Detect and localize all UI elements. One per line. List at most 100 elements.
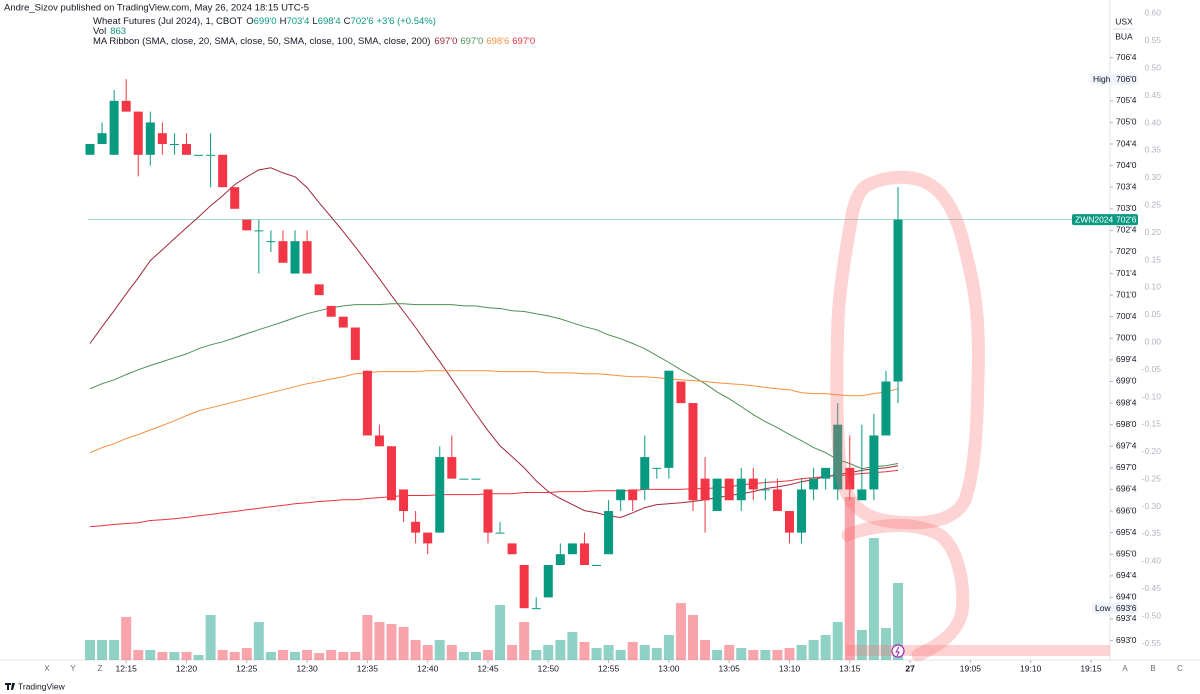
volume-bar xyxy=(893,582,904,660)
volume-bar xyxy=(712,650,723,660)
candle-body xyxy=(435,457,445,533)
y-tick-label: 693'4 xyxy=(1116,613,1137,623)
volume-bar xyxy=(495,605,506,660)
annotation-loop xyxy=(841,519,970,662)
candle-body xyxy=(833,424,843,490)
candle-body xyxy=(700,478,710,501)
y2-tick-label: 0.10 xyxy=(1144,282,1161,292)
volume-legend: Vol 863 xyxy=(93,26,126,37)
volume-bar xyxy=(507,645,518,660)
ma-value: 697'0 xyxy=(512,36,535,47)
y2-tick-label: -0.55 xyxy=(1142,638,1162,648)
x-tick-label: 13:05 xyxy=(719,663,741,673)
x-tick-label: 13:15 xyxy=(839,663,861,673)
volume-bar xyxy=(748,650,759,660)
y-tick-label: 700'4 xyxy=(1116,311,1137,321)
candle-body xyxy=(471,478,481,480)
candle-body xyxy=(254,230,264,232)
y2-tick-label: -0.35 xyxy=(1142,528,1162,538)
volume-bar xyxy=(796,645,807,660)
y-tick-label: 697'4 xyxy=(1116,441,1137,451)
volume-bar xyxy=(241,648,252,660)
volume-bar xyxy=(217,650,228,660)
volume-bar xyxy=(277,650,288,660)
x-tick-label: 12:55 xyxy=(598,663,620,673)
y-tick-label: 705'0 xyxy=(1116,117,1137,127)
candle-body xyxy=(242,219,252,231)
y-tick-label: 700'0 xyxy=(1116,333,1137,343)
y-tick-label: 694'4 xyxy=(1116,570,1137,580)
y-tick-label: 702'4 xyxy=(1116,225,1137,235)
volume-bar xyxy=(615,650,626,660)
volume-bar xyxy=(688,615,698,660)
volume-bar xyxy=(434,640,445,660)
volume-bar xyxy=(398,626,409,660)
y2-tick-label: 0.15 xyxy=(1144,254,1161,264)
candle-body xyxy=(97,133,107,145)
price-marker-box xyxy=(1092,602,1138,614)
candle-body xyxy=(543,565,553,598)
y-tick-label: 694'0 xyxy=(1116,592,1137,602)
candle-body xyxy=(411,521,421,533)
y2-tick-label: -0.05 xyxy=(1142,364,1162,374)
volume-bar xyxy=(314,653,325,660)
candle-body xyxy=(181,144,191,155)
y2-tick-label: 0.45 xyxy=(1144,90,1161,100)
y-tick-label: 695'0 xyxy=(1116,548,1137,558)
y-tick-label: 705'4 xyxy=(1116,95,1137,105)
volume-bar xyxy=(121,616,132,660)
x-tick-label: 12:40 xyxy=(417,663,439,673)
change: +3'6 (+0.54%) xyxy=(377,16,436,27)
corner-label: Z xyxy=(98,664,103,673)
annotation xyxy=(830,170,985,662)
y2-tick-label: -0.50 xyxy=(1142,610,1162,620)
volume-label: Vol xyxy=(93,26,106,37)
y2-tick-label: 0.40 xyxy=(1144,117,1161,127)
candle-body xyxy=(109,100,119,155)
volume-bar xyxy=(760,650,771,660)
currency: USX xyxy=(1115,16,1133,26)
candle-body xyxy=(495,532,505,534)
event-icon xyxy=(891,644,905,658)
symbol: Wheat Futures (Jul 2024), 1, CBOT xyxy=(93,16,243,27)
volume-value: 863 xyxy=(110,26,126,37)
y-tick-label: 701'0 xyxy=(1116,289,1137,299)
y2-tick-label: 0.50 xyxy=(1144,63,1161,73)
candle-body xyxy=(845,467,855,490)
volume-bar xyxy=(844,497,855,660)
x-tick-label: 27 xyxy=(905,663,915,673)
y-tick-label: 698'4 xyxy=(1116,397,1137,407)
volume-bar xyxy=(832,621,843,660)
volume-bar xyxy=(458,651,469,660)
ma-value: 697'0 xyxy=(460,36,483,47)
candle-body xyxy=(676,381,686,404)
price-marker-box xyxy=(1090,73,1138,85)
candle-body xyxy=(194,154,204,156)
ohlc-value: 699'0 xyxy=(254,16,277,27)
y-tick-label: 697'0 xyxy=(1116,462,1137,472)
x-tick-label: 12:15 xyxy=(116,663,138,673)
ma-line xyxy=(89,303,899,470)
volume-bar xyxy=(482,650,493,660)
candle-body xyxy=(459,478,469,480)
y2-tick-label: 0.60 xyxy=(1144,8,1161,18)
candle-body xyxy=(290,241,300,274)
y2-tick-label: -0.45 xyxy=(1142,583,1162,593)
volume-bar xyxy=(663,635,674,660)
candle-body xyxy=(230,187,240,209)
x-tick-label: 12:30 xyxy=(296,663,318,673)
y2-tick-label: -0.10 xyxy=(1142,391,1162,401)
candle-body xyxy=(387,446,396,501)
volume-bar xyxy=(591,648,602,660)
volume-bar xyxy=(784,648,795,660)
candle-body xyxy=(519,565,529,609)
y-tick-label: 701'4 xyxy=(1116,268,1137,278)
volume-bar xyxy=(724,645,735,660)
candle-body xyxy=(579,543,589,566)
y-tick-label: 695'4 xyxy=(1116,527,1137,537)
volume-bar xyxy=(651,648,662,660)
y2-tick-label: -0.30 xyxy=(1142,501,1162,511)
y2-tick-label: 0.05 xyxy=(1144,309,1161,319)
